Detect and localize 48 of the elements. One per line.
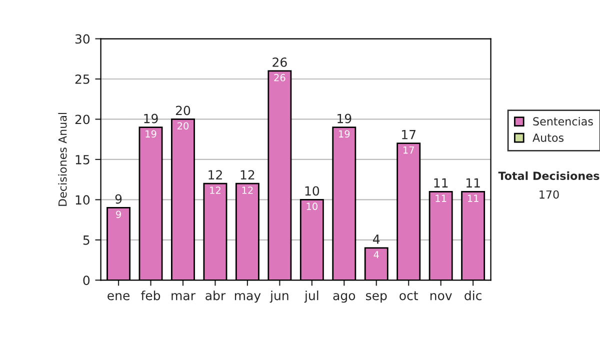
y-axis-title: Decisiones Anual: [58, 112, 67, 206]
data-label: 26: [274, 74, 286, 82]
x-tick-label: may: [234, 293, 261, 303]
total-label: 9: [115, 194, 122, 204]
x-tick-label: feb: [141, 290, 160, 300]
data-label: 19: [146, 130, 156, 138]
total-label: 11: [466, 178, 480, 188]
total-label: 12: [208, 170, 222, 180]
total-label: 4: [373, 234, 380, 244]
data-label: 11: [468, 194, 478, 202]
total-label: 19: [338, 114, 352, 124]
x-tick-label: jun: [270, 290, 288, 303]
x-tick-label: jul: [304, 290, 318, 303]
x-tick-label: abr: [206, 290, 226, 300]
data-label: 12: [242, 186, 253, 194]
y-tick-label: 20: [75, 114, 90, 124]
total-label: 12: [240, 170, 254, 180]
x-tick-label: mar: [172, 293, 196, 300]
data-label: 10: [306, 202, 318, 210]
total-label: 11: [434, 178, 448, 188]
x-tick-label: nov: [430, 293, 452, 300]
total-label: 19: [144, 114, 158, 124]
y-tick-label: 10: [76, 195, 90, 205]
total-label: 10: [305, 186, 320, 196]
y-tick-label: 15: [76, 155, 90, 164]
legend-label: Sentencias: [533, 116, 593, 126]
total-label: 17: [402, 130, 416, 140]
y-tick-label: 30: [75, 34, 90, 44]
y-tick-label: 25: [75, 74, 90, 84]
y-tick-label: 0: [83, 276, 90, 286]
data-label: 12: [210, 186, 220, 194]
total-label: 26: [272, 57, 287, 67]
x-tick-label: oct: [400, 291, 418, 300]
text: 170: [540, 190, 559, 199]
data-label: 11: [436, 194, 446, 202]
y-tick-label: 5: [83, 236, 90, 245]
data-label: 17: [403, 146, 414, 154]
data-label: 4: [374, 251, 379, 258]
total-label: 20: [176, 106, 190, 116]
x-tick-label: sep: [366, 293, 387, 303]
x-tick-label: ago: [333, 293, 356, 303]
x-tick-label: dic: [464, 290, 482, 300]
data-label: 19: [339, 130, 350, 138]
text: Total Decisiones: [498, 171, 600, 180]
legend-label: Autos: [532, 134, 564, 142]
x-tick-label: ene: [108, 293, 130, 300]
data-label: 20: [178, 122, 189, 130]
data-label: 9: [116, 210, 121, 218]
